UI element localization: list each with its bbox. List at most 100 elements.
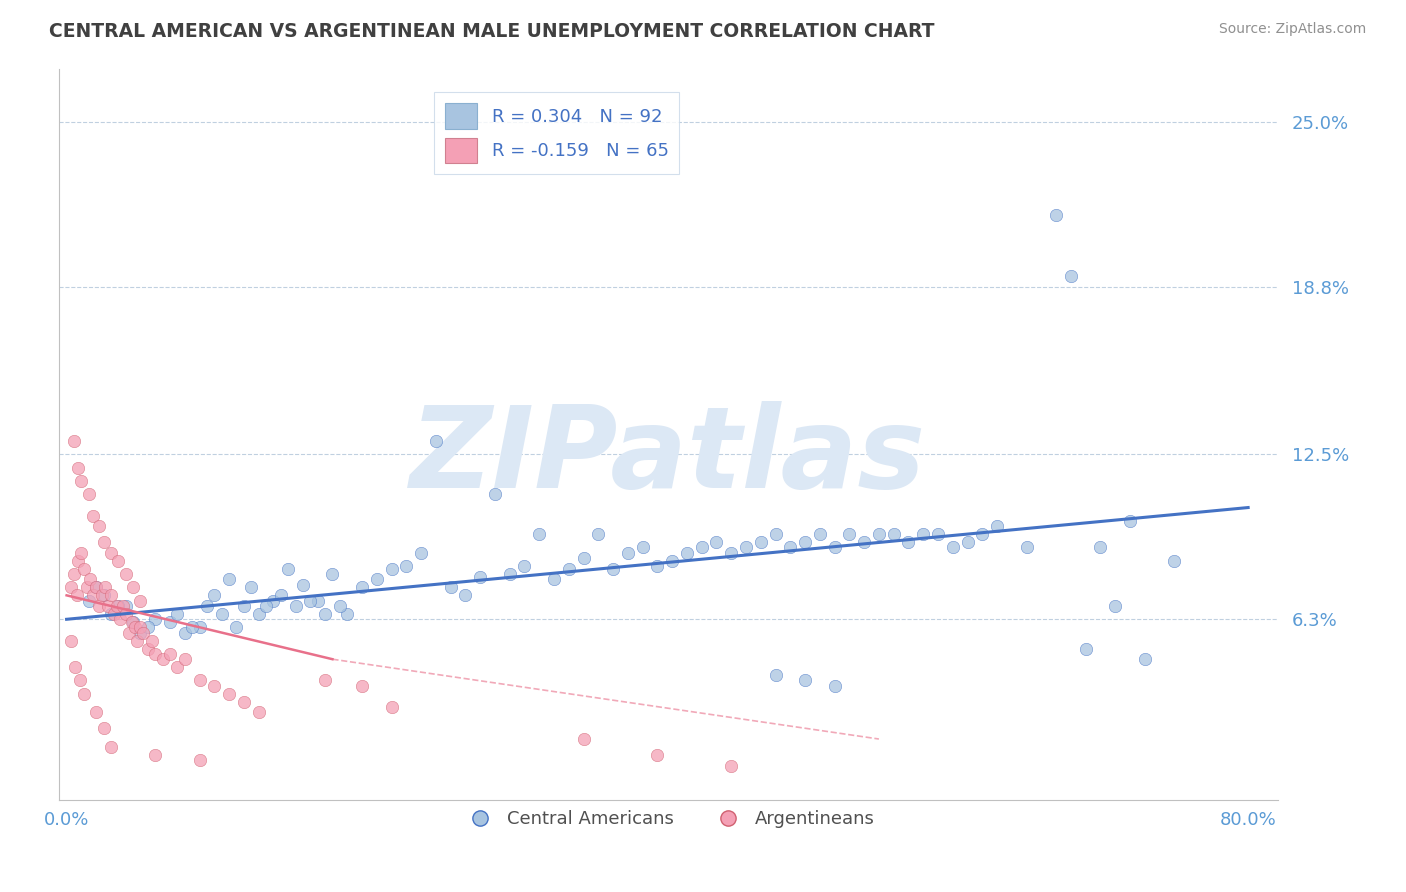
Point — [143, 647, 166, 661]
Point — [70, 546, 93, 560]
Point — [1163, 554, 1185, 568]
Point — [76, 580, 98, 594]
Point — [136, 620, 159, 634]
Point — [114, 567, 136, 582]
Point — [60, 580, 83, 594]
Point — [661, 554, 683, 568]
Text: Source: ZipAtlas.com: Source: ZipAtlas.com — [1219, 22, 1367, 37]
Point — [82, 588, 104, 602]
Point — [129, 593, 152, 607]
Point — [927, 527, 949, 541]
Text: ZIPatlas: ZIPatlas — [411, 401, 927, 512]
Point — [188, 753, 211, 767]
Point — [314, 673, 336, 688]
Point — [84, 580, 107, 594]
Point — [173, 625, 195, 640]
Point — [77, 487, 100, 501]
Point — [152, 652, 174, 666]
Point — [794, 535, 817, 549]
Point — [366, 573, 388, 587]
Point — [425, 434, 447, 448]
Point — [498, 567, 520, 582]
Point — [912, 527, 935, 541]
Point — [82, 508, 104, 523]
Point — [122, 580, 145, 594]
Point — [572, 551, 595, 566]
Point — [166, 660, 188, 674]
Point — [838, 527, 860, 541]
Point — [676, 546, 699, 560]
Point — [1074, 641, 1097, 656]
Point — [794, 673, 817, 688]
Point — [107, 554, 129, 568]
Point — [484, 487, 506, 501]
Point — [380, 562, 402, 576]
Point — [143, 747, 166, 762]
Point — [77, 593, 100, 607]
Point — [706, 535, 728, 549]
Point — [270, 588, 292, 602]
Point — [291, 577, 314, 591]
Point — [307, 593, 329, 607]
Point — [93, 535, 115, 549]
Point — [329, 599, 352, 613]
Point — [572, 731, 595, 746]
Point — [336, 607, 359, 621]
Point — [73, 687, 96, 701]
Point — [63, 434, 86, 448]
Point — [188, 620, 211, 634]
Text: CENTRAL AMERICAN VS ARGENTINEAN MALE UNEMPLOYMENT CORRELATION CHART: CENTRAL AMERICAN VS ARGENTINEAN MALE UNE… — [49, 22, 935, 41]
Point — [202, 679, 225, 693]
Point — [232, 695, 254, 709]
Point — [100, 588, 122, 602]
Point — [100, 739, 122, 754]
Point — [247, 607, 270, 621]
Point — [314, 607, 336, 621]
Point — [690, 541, 713, 555]
Point — [87, 519, 110, 533]
Point — [114, 607, 136, 621]
Point — [65, 660, 87, 674]
Point — [765, 668, 787, 682]
Point — [942, 541, 965, 555]
Point — [1133, 652, 1156, 666]
Point — [108, 612, 131, 626]
Point — [91, 588, 114, 602]
Point — [166, 607, 188, 621]
Point — [218, 573, 240, 587]
Point — [94, 580, 117, 594]
Point — [853, 535, 876, 549]
Point — [63, 567, 86, 582]
Point — [1060, 268, 1083, 283]
Point — [93, 722, 115, 736]
Point — [808, 527, 831, 541]
Point — [765, 527, 787, 541]
Point — [103, 607, 125, 621]
Point — [720, 546, 742, 560]
Point — [84, 580, 107, 594]
Point — [277, 562, 299, 576]
Point — [558, 562, 581, 576]
Point — [69, 673, 91, 688]
Point — [321, 567, 343, 582]
Point — [986, 519, 1008, 533]
Point — [409, 546, 432, 560]
Point — [127, 633, 149, 648]
Point — [60, 633, 83, 648]
Point — [129, 620, 152, 634]
Point — [350, 580, 373, 594]
Point — [232, 599, 254, 613]
Point — [100, 546, 122, 560]
Point — [897, 535, 920, 549]
Point — [454, 588, 477, 602]
Point — [247, 706, 270, 720]
Point — [97, 599, 120, 613]
Point — [87, 599, 110, 613]
Point — [868, 527, 890, 541]
Point — [824, 541, 846, 555]
Point — [254, 599, 277, 613]
Point — [631, 541, 654, 555]
Point — [141, 633, 163, 648]
Point — [529, 527, 551, 541]
Point — [617, 546, 640, 560]
